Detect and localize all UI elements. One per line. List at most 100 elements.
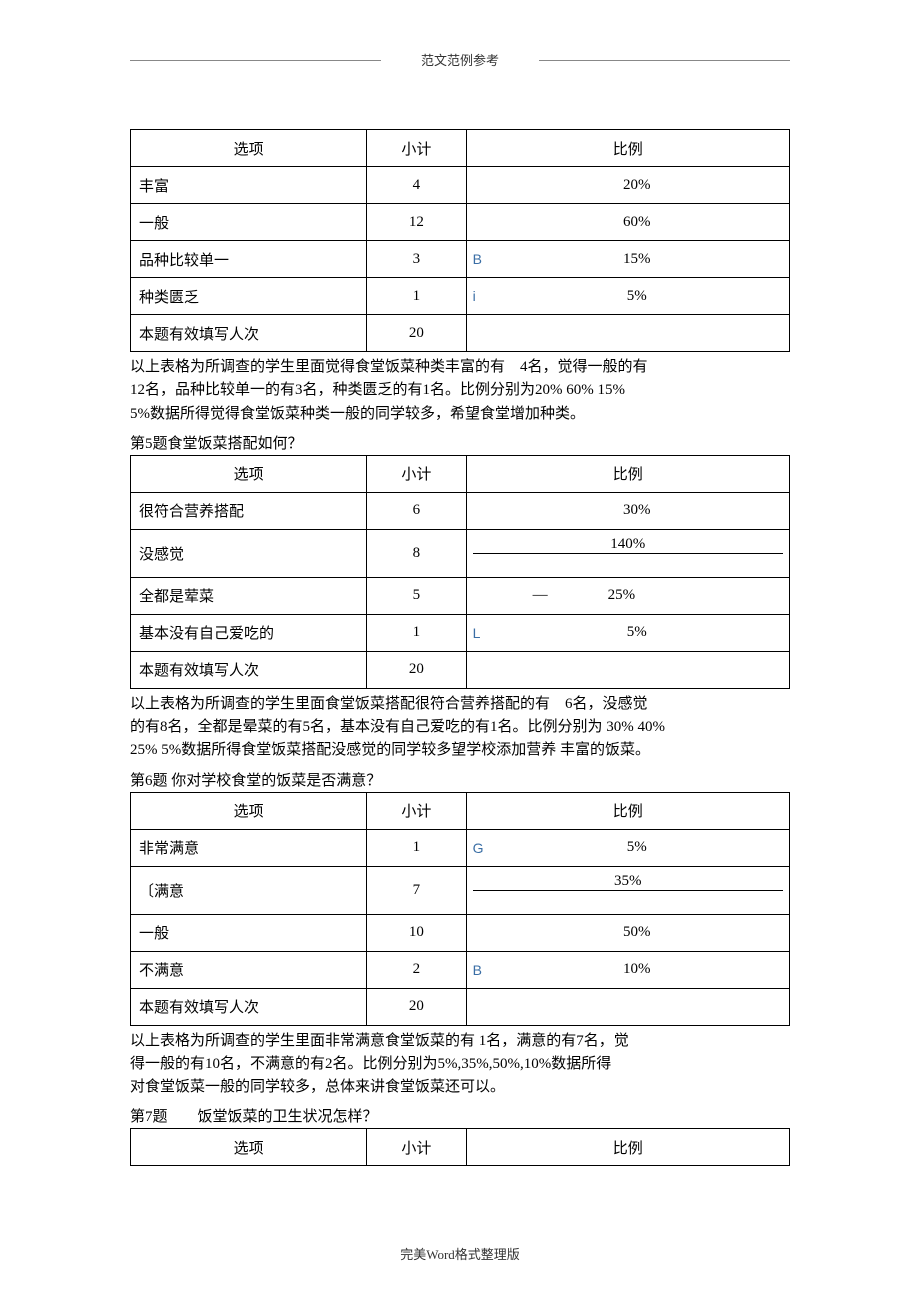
ratio-cell-split: 35% [466,866,789,914]
ratio-cell: — 25% [466,577,789,614]
table-row: 种类匮乏 1 i5% [131,278,790,315]
col-option: 选项 [131,1129,367,1166]
col-ratio: 比例 [466,792,789,829]
count-cell: 3 [367,241,466,278]
option-cell: 丰富 [131,167,367,204]
option-cell: 一般 [131,204,367,241]
count-cell: 1 [367,614,466,651]
ratio-value: 5% [491,624,783,641]
ratio-cell: L5% [466,614,789,651]
total-label: 本题有效填写人次 [131,651,367,688]
table-header-row: 选项 小计 比例 [131,455,790,492]
ratio-cell: 20% [466,167,789,204]
ratio-cell-split: 140% [466,529,789,577]
table-q4: 选项 小计 比例 丰富 4 20% 一般 12 60% 品种比较单一 3 B15… [130,129,790,352]
ratio-value: 10% [491,961,783,978]
ratio-value: 5% [491,839,783,856]
ratio-letter: B [473,962,491,978]
total-label: 本题有效填写人次 [131,315,367,352]
total-count: 20 [367,988,466,1025]
option-cell: 非常满意 [131,829,367,866]
option-cell: 品种比较单一 [131,241,367,278]
table-q5: 选项 小计 比例 很符合营养搭配 6 30% 没感觉 8 140% 全都是荤菜 … [130,455,790,689]
question-title-5: 第5题食堂饭菜搭配如何？ [130,432,790,453]
ratio-cell: 30% [466,492,789,529]
para-line: 25% 5%数据所得食堂饭菜搭配没感觉的同学较多望学校添加营养 丰富的饭菜。 [130,742,650,758]
ratio-cell: 60% [466,204,789,241]
count-cell: 10 [367,914,466,951]
question-title-6: 第6题 你对学校食堂的饭菜是否满意？ [130,769,790,790]
ratio-cell: B15% [466,241,789,278]
table-row: 一般 10 50% [131,914,790,951]
option-cell: 〔满意 [131,866,367,914]
ratio-letter: L [473,625,491,641]
ratio-split-top: 35% [473,873,783,891]
count-cell: 1 [367,829,466,866]
para-line: 的有8名，全都是晕菜的有5名，基本没有自己爱吃的有1名。比例分别为 30% 40… [130,719,665,735]
ratio-cell: i5% [466,278,789,315]
count-cell: 8 [367,529,466,577]
col-option: 选项 [131,455,367,492]
col-count: 小计 [367,792,466,829]
col-ratio: 比例 [466,455,789,492]
table-header-row: 选项 小计 比例 [131,130,790,167]
option-cell: 全都是荤菜 [131,577,367,614]
para-line: 得一般的有10名，不满意的有2名。比例分别为5%,35%,50%,10%数据所得 [130,1056,611,1072]
total-count: 20 [367,315,466,352]
table-header-row: 选项 小计 比例 [131,1129,790,1166]
analysis-paragraph: 以上表格为所调查的学生里面觉得食堂饭菜种类丰富的有 4名，觉得一般的有 12名，… [130,356,790,426]
option-cell: 不满意 [131,951,367,988]
ratio-split-top: 140% [473,536,783,554]
ratio-value: 5% [491,288,783,305]
option-cell: 一般 [131,914,367,951]
ratio-value: 25% [608,587,636,604]
table-row: 〔满意 7 35% [131,866,790,914]
option-cell: 种类匮乏 [131,278,367,315]
para-line: 12名，品种比较单一的有3名，种类匮乏的有1名。比例分别为20% 60% 15% [130,382,625,398]
col-count: 小计 [367,130,466,167]
col-option: 选项 [131,792,367,829]
total-ratio [466,988,789,1025]
ratio-dash: — [533,587,548,604]
page-header: 范文范例参考 [130,50,790,69]
ratio-cell: 50% [466,914,789,951]
table-row: 基本没有自己爱吃的 1 L5% [131,614,790,651]
col-count: 小计 [367,1129,466,1166]
count-cell: 7 [367,866,466,914]
total-ratio [466,315,789,352]
col-ratio: 比例 [466,1129,789,1166]
page-footer: 完美Word格式整理版 [0,1244,920,1263]
table-row: 非常满意 1 G5% [131,829,790,866]
para-line: 5%数据所得觉得食堂饭菜种类一般的同学较多，希望食堂增加种类。 [130,406,585,422]
option-cell: 很符合营养搭配 [131,492,367,529]
table-row: 没感觉 8 140% [131,529,790,577]
ratio-value: 50% [491,924,783,941]
table-row: 不满意 2 B10% [131,951,790,988]
question-title-7: 第7题 饭堂饭菜的卫生状况怎样？ [130,1105,790,1126]
table-q6: 选项 小计 比例 非常满意 1 G5% 〔满意 7 35% 一般 10 50% [130,792,790,1026]
table-row: 很符合营养搭配 6 30% [131,492,790,529]
ratio-cell: G5% [466,829,789,866]
ratio-value: 15% [491,251,783,268]
table-row: 丰富 4 20% [131,167,790,204]
ratio-split-bot [473,554,783,571]
count-cell: 5 [367,577,466,614]
total-count: 20 [367,651,466,688]
total-label: 本题有效填写人次 [131,988,367,1025]
col-option: 选项 [131,130,367,167]
table-row: 品种比较单一 3 B15% [131,241,790,278]
ratio-letter: G [473,840,491,856]
ratio-value: 30% [491,502,783,519]
count-cell: 6 [367,492,466,529]
count-cell: 12 [367,204,466,241]
ratio-letter: i [473,288,491,304]
para-line: 以上表格为所调查的学生里面觉得食堂饭菜种类丰富的有 4名，觉得一般的有 [130,359,648,375]
table-total-row: 本题有效填写人次 20 [131,315,790,352]
count-cell: 2 [367,951,466,988]
para-line: 对食堂饭菜一般的同学较多，总体来讲食堂饭菜还可以。 [130,1079,505,1095]
analysis-paragraph: 以上表格为所调查的学生里面非常满意食堂饭菜的有 1名，满意的有7名，觉 得一般的… [130,1030,790,1100]
table-header-row: 选项 小计 比例 [131,792,790,829]
ratio-letter: B [473,251,491,267]
ratio-value: 60% [491,214,783,231]
para-line: 以上表格为所调查的学生里面非常满意食堂饭菜的有 1名，满意的有7名，觉 [130,1033,629,1049]
